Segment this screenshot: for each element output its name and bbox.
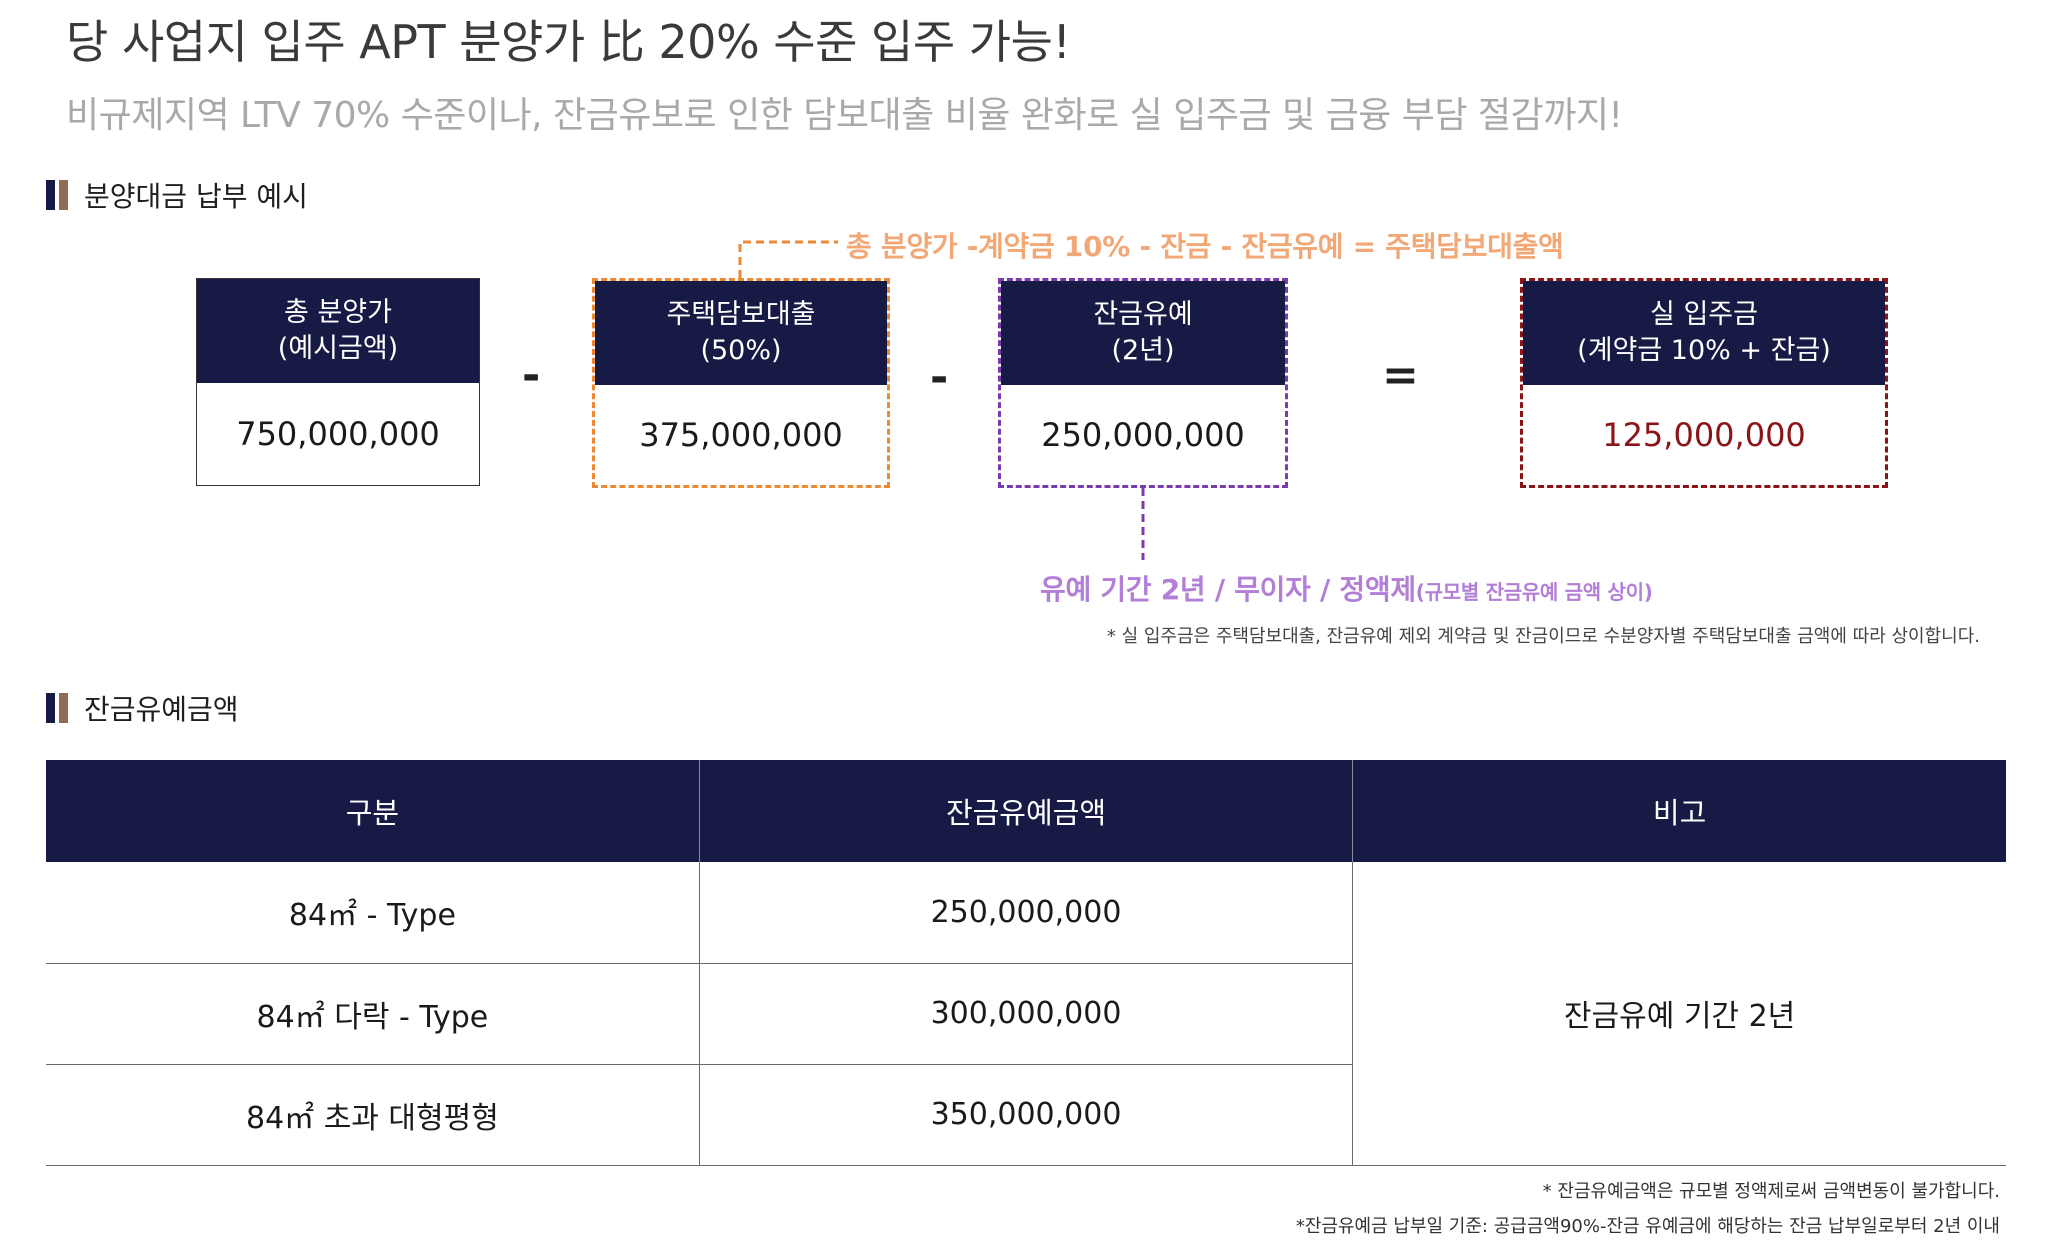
- total-price-subtitle: (예시금액): [277, 333, 399, 364]
- table-row: 84㎡ - Type 250,000,000 잔금유예 기간 2년: [46, 862, 2006, 1166]
- actual-move-in-header: 실 입주금 (계약금 10% + 잔금): [1523, 281, 1885, 385]
- table-row: 84㎡ 초과 대형평형 350,000,000: [46, 1064, 2006, 1166]
- row-amount-cell: 300,000,000: [698, 963, 1353, 1065]
- section-title-label: 분양대금 납부 예시: [84, 180, 308, 213]
- section-bar-icon: [46, 180, 68, 210]
- total-price-header: 총 분양가 (예시금액): [197, 279, 479, 383]
- section-bar-icon: [46, 693, 68, 723]
- mortgage-formula-note: 총 분양가 -계약금 10% - 잔금 - 잔금유예 = 주택담보대출액: [846, 230, 1564, 263]
- mortgage-loan-title: 주택담보대출: [666, 299, 816, 330]
- orange-connector-line: [738, 240, 838, 278]
- minus-operator-1: -: [522, 350, 541, 401]
- deferral-terms-small: (규모별 잔금유예 금액 상이): [1415, 580, 1653, 604]
- total-price-box: 총 분양가 (예시금액) 750,000,000: [196, 278, 480, 486]
- mortgage-loan-value: 375,000,000: [639, 416, 843, 454]
- balance-deferral-subtitle: (2년): [1111, 335, 1175, 366]
- row-type-cell: 84㎡ 다락 - Type: [46, 963, 700, 1065]
- section-title-deferral-amount: 잔금유예금액: [46, 688, 239, 728]
- row-amount-cell: 250,000,000: [698, 862, 1353, 964]
- mortgage-loan-header: 주택담보대출 (50%): [595, 281, 887, 385]
- balance-deferral-header: 잔금유예 (2년): [1001, 281, 1285, 385]
- headline: 당 사업지 입주 APT 분양가 比 20% 수준 입주 가능!: [66, 15, 1071, 69]
- balance-deferral-title: 잔금유예: [1093, 299, 1193, 330]
- deferral-terms-main: 유예 기간 2년 / 무이자 / 정액제: [1040, 573, 1416, 606]
- column-header-amount: 잔금유예금액: [698, 760, 1353, 862]
- mortgage-loan-box: 주택담보대출 (50%) 375,000,000: [592, 278, 890, 488]
- actual-move-in-box: 실 입주금 (계약금 10% + 잔금) 125,000,000: [1520, 278, 1888, 488]
- total-price-title: 총 분양가: [284, 297, 392, 328]
- equals-operator: =: [1382, 350, 1419, 401]
- remark-cell: 잔금유예 기간 2년: [1352, 862, 2006, 1166]
- column-header-category: 구분: [46, 760, 700, 862]
- total-price-value: 750,000,000: [236, 415, 440, 453]
- table-header-row: 구분 잔금유예금액 비고: [46, 760, 2006, 862]
- section-title-payment-example: 분양대금 납부 예시: [46, 175, 308, 215]
- actual-move-in-subtitle: (계약금 10% + 잔금): [1577, 335, 1831, 366]
- actual-move-in-title: 실 입주금: [1650, 299, 1758, 330]
- subheadline: 비규제지역 LTV 70% 수준이나, 잔금유보로 인한 담보대출 비율 완화로…: [66, 95, 1623, 136]
- row-amount-cell: 350,000,000: [698, 1064, 1353, 1166]
- row-type-cell: 84㎡ - Type: [46, 862, 700, 964]
- deferral-terms-note: 유예 기간 2년 / 무이자 / 정액제(규모별 잔금유예 금액 상이): [1040, 568, 1653, 608]
- actual-move-in-value: 125,000,000: [1602, 416, 1806, 454]
- balance-deferral-value: 250,000,000: [1041, 416, 1245, 454]
- deferral-payment-date-footnote: *잔금유예금 납부일 기준: 공급금액90%-잔금 유예금에 해당하는 잔금 납…: [1295, 1216, 2000, 1237]
- mortgage-loan-subtitle: (50%): [700, 335, 782, 366]
- table-row: 84㎡ 다락 - Type 300,000,000: [46, 963, 2006, 1065]
- deferral-amount-table: 구분 잔금유예금액 비고 84㎡ - Type 250,000,000 잔금유예…: [46, 760, 2006, 1166]
- section-title-label: 잔금유예금액: [84, 693, 239, 726]
- column-header-remark: 비고: [1352, 760, 2006, 862]
- deferral-fixed-amount-footnote: * 잔금유예금액은 규모별 정액제로써 금액변동이 불가합니다.: [1542, 1181, 2000, 1202]
- move-in-footnote: * 실 입주금은 주택담보대출, 잔금유예 제외 계약금 및 잔금이므로 수분양…: [1106, 626, 1980, 647]
- row-type-cell: 84㎡ 초과 대형평형: [46, 1064, 700, 1166]
- balance-deferral-box: 잔금유예 (2년) 250,000,000: [998, 278, 1288, 488]
- minus-operator-2: -: [930, 352, 949, 403]
